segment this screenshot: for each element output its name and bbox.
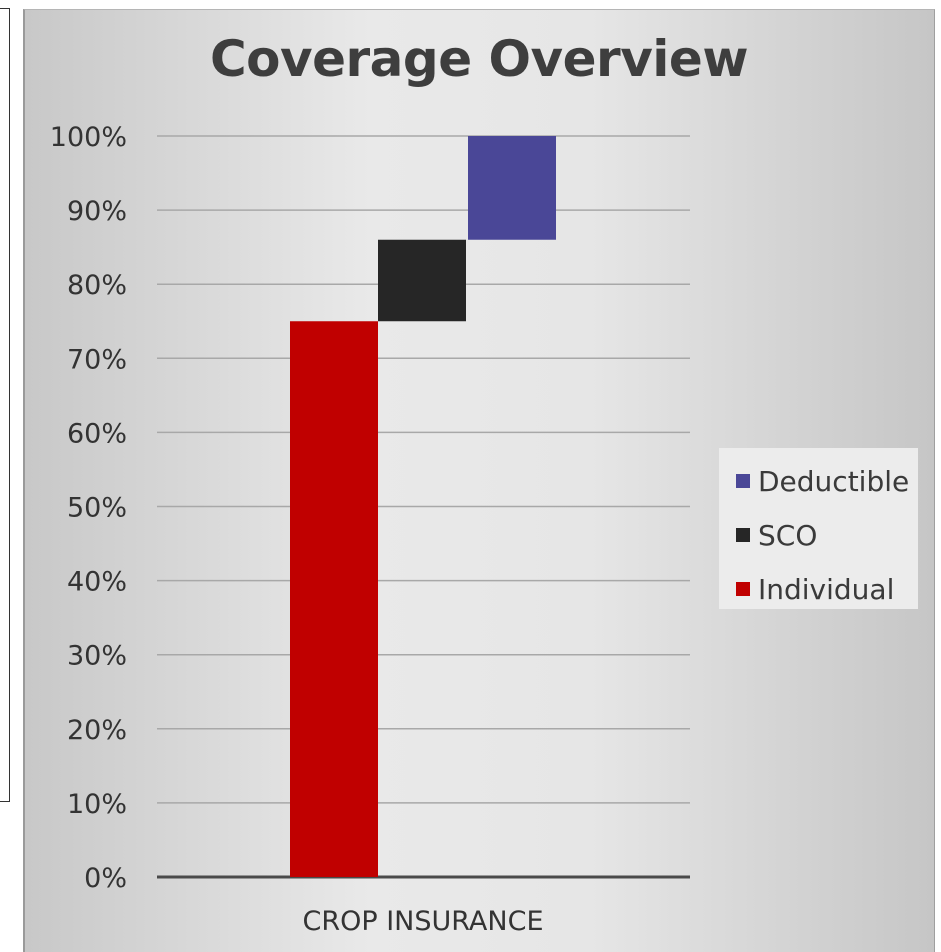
chart-title: Coverage Overview (209, 30, 749, 88)
y-tick-label: 60% (67, 418, 127, 449)
y-tick-label: 50% (67, 493, 127, 524)
legend-item-sco: SCO (719, 508, 918, 562)
y-tick-label: 30% (67, 641, 127, 672)
legend-label: Deductible (758, 464, 910, 498)
y-tick-label: 100% (50, 122, 127, 153)
legend-item-deductible: Deductible (719, 454, 918, 508)
y-tick-label: 20% (67, 715, 127, 746)
legend-swatch (736, 582, 750, 596)
bar-deductible (468, 136, 556, 240)
legend: Deductible SCO Individual (719, 448, 918, 609)
y-tick-label: 40% (67, 567, 127, 598)
x-tick-label: CROP INSURANCE (302, 906, 543, 937)
bar-sco (378, 239, 466, 322)
y-tick-label: 70% (67, 344, 127, 375)
y-tick-label: 80% (67, 270, 127, 301)
legend-label: SCO (758, 518, 818, 552)
legend-swatch (736, 474, 750, 488)
legend-item-individual: Individual (719, 562, 918, 616)
y-tick-label: 10% (67, 789, 127, 820)
y-tick-label: 90% (67, 196, 127, 227)
bar-individual (290, 321, 378, 877)
y-tick-label: 0% (84, 863, 127, 894)
legend-swatch (736, 528, 750, 542)
adjacent-panel-border (0, 8, 10, 802)
legend-label: Individual (758, 572, 895, 606)
